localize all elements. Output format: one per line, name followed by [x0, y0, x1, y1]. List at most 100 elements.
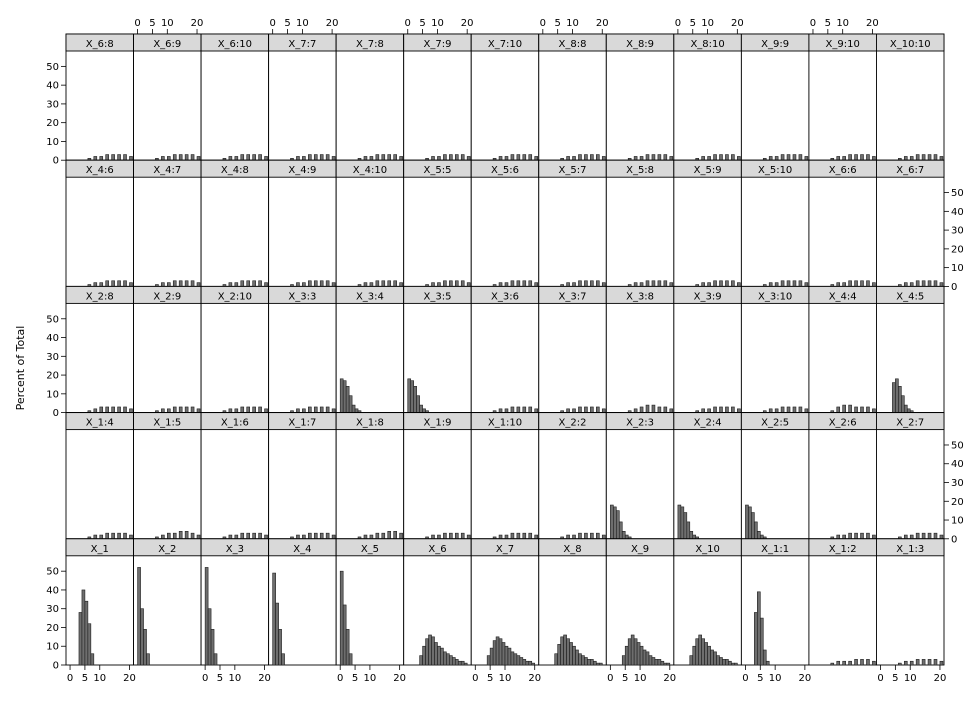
histogram-bar — [854, 154, 858, 161]
histogram-bar — [657, 406, 662, 413]
histogram-bar — [443, 651, 447, 666]
x-tick-label: 0 — [675, 18, 681, 29]
histogram-bar — [207, 608, 212, 666]
histogram-bar — [651, 657, 656, 666]
panel-x-4-7: X_4:7 — [133, 159, 202, 287]
histogram-bar — [143, 629, 147, 666]
histogram-bar — [504, 156, 509, 161]
histogram-bar — [860, 154, 864, 161]
panel-x-5-10: X_5:10 — [740, 159, 810, 287]
panel-label: X_8:9 — [626, 39, 654, 50]
panel-label: X_1 — [91, 544, 109, 555]
panel-label: X_8:10 — [690, 39, 724, 50]
histogram-bar — [534, 282, 538, 287]
panel-frame — [470, 412, 540, 540]
histogram-bar — [531, 662, 536, 666]
panel-label: X_6:6 — [829, 165, 857, 176]
histogram-bar — [339, 570, 344, 666]
histogram-bar — [598, 662, 603, 666]
x-tick-label: 20 — [326, 18, 339, 29]
panel-x-3-7: X_3:7 — [538, 285, 607, 414]
histogram-bar — [921, 532, 926, 540]
histogram-bar — [228, 534, 233, 540]
panel-x-1-2: X_1:2 — [808, 538, 877, 666]
histogram-bar — [161, 534, 165, 540]
panel-x-7-10: X_7:10 — [470, 33, 540, 161]
histogram-bar — [167, 532, 171, 540]
histogram-bar — [454, 659, 459, 666]
histogram-bar — [872, 660, 876, 666]
histogram-bar — [701, 282, 705, 287]
histogram-bar — [731, 662, 735, 666]
y-tick-label: 50 — [46, 314, 59, 325]
panel-x-2-6: X_2:6 — [808, 412, 877, 540]
histogram-bar — [522, 532, 527, 540]
panel-frame — [673, 285, 742, 414]
histogram-bar — [587, 659, 591, 666]
histogram-bar — [915, 659, 920, 666]
histogram-bar — [901, 395, 905, 413]
histogram-bar — [534, 534, 538, 540]
histogram-bar — [313, 280, 318, 287]
histogram-bar — [325, 280, 330, 287]
panel-x-5: X_5 — [335, 538, 405, 666]
histogram-bar — [272, 572, 276, 666]
histogram-bar — [725, 280, 729, 287]
histogram-bar — [516, 280, 521, 287]
histogram-bar — [172, 280, 177, 287]
histogram-bar — [848, 154, 852, 161]
histogram-bar — [848, 404, 852, 413]
histogram-bar — [666, 662, 671, 666]
histogram-bar — [123, 154, 127, 161]
histogram-bar — [399, 532, 403, 540]
panel-strip — [876, 285, 945, 304]
histogram-bar — [780, 154, 785, 161]
histogram-bar — [663, 280, 668, 287]
histogram-bar — [698, 634, 702, 666]
histogram-bar — [428, 634, 432, 666]
y-tick-label: 30 — [46, 352, 59, 363]
histogram-bar — [129, 156, 133, 161]
panel-x-1-10: X_1:10 — [470, 412, 540, 540]
histogram-bar — [719, 406, 723, 413]
panel-label: X_2:10 — [218, 291, 252, 302]
histogram-bar — [854, 532, 858, 540]
panel-frame — [673, 159, 742, 287]
histogram-bar — [754, 612, 758, 666]
x-tick-label: 10 — [499, 673, 512, 684]
histogram-bar — [578, 154, 582, 161]
histogram-bar — [669, 408, 674, 413]
panel-frame — [335, 159, 405, 287]
histogram-bar — [737, 282, 741, 287]
panel-x-2-3: X_2:3 — [605, 412, 675, 540]
panel-frame — [808, 538, 877, 666]
y-tick-label: 20 — [951, 244, 964, 255]
x-tick-label: 5 — [892, 673, 898, 684]
panel-frame — [673, 33, 742, 161]
histogram-bar — [105, 154, 109, 161]
panel-label: X_5:8 — [626, 165, 654, 176]
histogram-bar — [522, 280, 527, 287]
histogram-bar — [296, 408, 300, 413]
histogram-bar — [751, 512, 755, 540]
histogram-bar — [903, 282, 908, 287]
histogram-bar — [830, 662, 835, 666]
panel-label: X_7:8 — [356, 39, 384, 50]
histogram-bar — [117, 406, 121, 413]
histogram-bar — [498, 282, 503, 287]
histogram-bar — [933, 659, 938, 666]
histogram-bar — [921, 659, 926, 666]
histogram-bar — [728, 660, 732, 666]
histogram-bar — [639, 282, 644, 287]
histogram-bar — [123, 406, 127, 413]
histogram-bar — [748, 506, 752, 540]
x-tick-label: 20 — [123, 673, 136, 684]
histogram-bar — [572, 534, 576, 540]
histogram-bar — [234, 534, 239, 540]
histogram-bar — [325, 532, 330, 540]
histogram-bar — [572, 282, 576, 287]
histogram-bar — [381, 532, 386, 540]
histogram-bar — [325, 154, 330, 161]
panel-frame — [65, 159, 134, 287]
histogram-bar — [296, 156, 300, 161]
